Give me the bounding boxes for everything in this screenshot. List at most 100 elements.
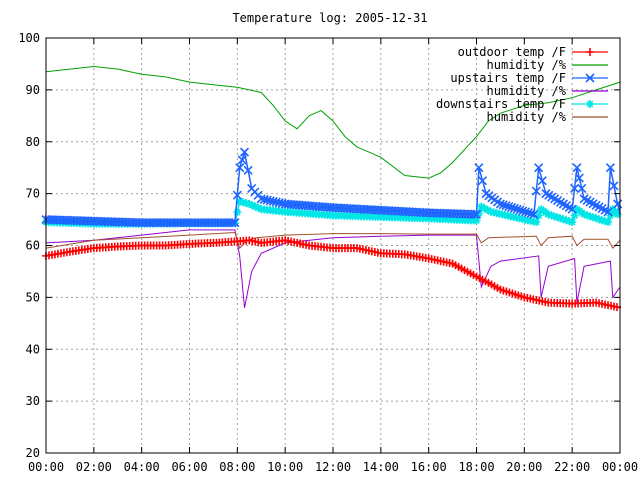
x-tick-label: 20:00 (506, 460, 542, 474)
data-point (239, 147, 250, 157)
data-point (534, 163, 544, 173)
y-tick-label: 100 (18, 31, 40, 45)
legend-label: outdoor temp /F (458, 45, 566, 59)
data-point (509, 203, 519, 213)
data-point (577, 183, 587, 194)
data-point (501, 201, 511, 211)
legend-label: humidity /% (487, 110, 567, 124)
data-point (483, 206, 492, 215)
x-tick-label: 00:00 (602, 460, 638, 474)
series-line (45, 231, 621, 250)
data-point (603, 207, 613, 217)
legend-label: humidity /% (487, 58, 567, 72)
data-point (570, 211, 579, 220)
data-point (495, 199, 505, 209)
data-point (567, 204, 577, 214)
y-tick-label: 80 (26, 135, 40, 149)
data-point (574, 173, 584, 183)
data-point (601, 217, 610, 226)
data-point (586, 100, 594, 108)
data-point (568, 218, 577, 227)
data-point (580, 210, 589, 219)
data-point (544, 210, 553, 219)
data-point (474, 209, 483, 218)
data-point (569, 183, 580, 194)
data-point (592, 214, 601, 223)
legend-label: humidity /% (487, 84, 567, 98)
data-point (507, 202, 517, 213)
data-point (531, 186, 541, 196)
data-point (242, 199, 251, 208)
data-point (534, 211, 543, 220)
data-point (553, 213, 562, 222)
data-point (565, 217, 574, 226)
series-line (45, 65, 621, 179)
x-tick-label: 22:00 (554, 460, 590, 474)
x-tick-label: 12:00 (315, 460, 351, 474)
y-tick-label: 20 (26, 446, 40, 460)
y-tick-label: 50 (26, 290, 40, 304)
data-point (585, 73, 595, 83)
data-point (474, 163, 484, 173)
data-point (537, 176, 547, 186)
data-point (520, 207, 531, 217)
data-point (523, 208, 533, 218)
legend-label: upstairs temp /F (450, 71, 566, 85)
series-0 (42, 236, 622, 312)
x-tick-label: 04:00 (124, 460, 160, 474)
series-2 (41, 147, 623, 228)
data-point (604, 218, 613, 227)
data-point (243, 165, 253, 175)
data-point (572, 163, 582, 173)
data-point (512, 204, 522, 214)
data-point (547, 211, 556, 220)
data-point (248, 201, 257, 210)
data-point (562, 216, 571, 225)
legend-label: downstairs temp /F (436, 97, 566, 111)
data-point (237, 155, 247, 165)
x-tick-label: 08:00 (219, 460, 255, 474)
x-tick-label: 18:00 (458, 460, 494, 474)
data-point (235, 197, 244, 206)
data-point (595, 215, 604, 224)
series-5 (45, 231, 621, 250)
chart-title: Temperature log: 2005-12-31 (232, 11, 427, 25)
data-point (471, 209, 482, 219)
y-axis: 20 30 40 50 60 70 80 90 100 (18, 31, 620, 460)
data-point (598, 216, 607, 225)
series-group (41, 65, 623, 312)
x-tick-label: 02:00 (76, 460, 112, 474)
data-point (232, 190, 242, 200)
data-point (609, 181, 619, 191)
data-point (230, 218, 240, 228)
x-axis: 00:00 02:00 04:00 06:00 08:00 10:00 12:00 14:00… (28, 38, 638, 474)
data-point (526, 208, 536, 219)
x-tick-label: 00:00 (28, 460, 64, 474)
data-point (559, 215, 568, 224)
data-point (469, 209, 479, 219)
x-tick-label: 14:00 (363, 460, 399, 474)
data-point (498, 200, 508, 210)
data-point (515, 205, 525, 215)
data-point (472, 216, 481, 225)
data-point (477, 176, 488, 186)
y-tick-label: 30 (26, 394, 40, 408)
data-point (586, 212, 595, 221)
data-point (586, 48, 594, 56)
data-point (235, 163, 245, 173)
data-point (254, 203, 263, 212)
data-point (504, 202, 514, 212)
series-1 (45, 65, 621, 179)
data-point (556, 214, 565, 223)
data-point (233, 208, 242, 217)
data-point (245, 200, 254, 208)
data-point (529, 209, 539, 219)
data-point (477, 202, 486, 211)
data-point (518, 206, 528, 216)
data-point (227, 218, 237, 228)
data-point (606, 211, 615, 220)
data-point (589, 213, 598, 222)
y-tick-label: 70 (26, 187, 40, 201)
data-point (550, 212, 559, 221)
